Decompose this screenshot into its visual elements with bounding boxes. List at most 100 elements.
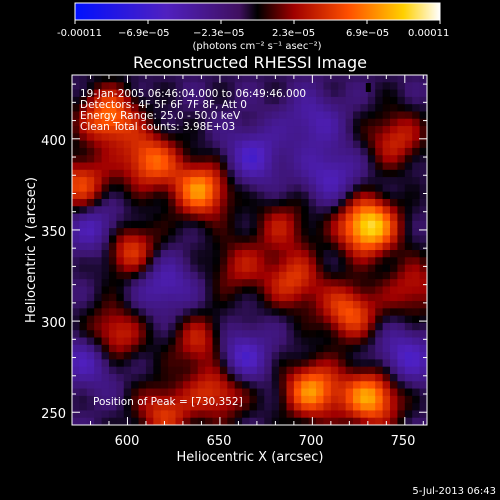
heatmap-cell bbox=[286, 242, 295, 251]
heatmap-cell bbox=[160, 330, 169, 339]
heatmap-cell bbox=[212, 191, 221, 200]
heatmap-cell bbox=[338, 330, 347, 339]
heatmap-cell bbox=[419, 315, 427, 324]
heatmap-cell bbox=[412, 111, 421, 120]
heatmap-cell bbox=[212, 133, 221, 142]
heatmap-cell bbox=[382, 235, 391, 244]
heatmap-cell bbox=[190, 301, 199, 309]
heatmap-cell bbox=[404, 381, 413, 390]
heatmap-cell bbox=[397, 301, 406, 309]
heatmap-cell bbox=[116, 395, 125, 404]
heatmap-cell bbox=[360, 352, 369, 360]
heatmap-cell bbox=[286, 373, 295, 382]
heatmap-cell bbox=[397, 206, 406, 215]
heatmap-cell bbox=[205, 250, 214, 258]
heatmap-cell bbox=[367, 184, 376, 193]
heatmap-cell bbox=[382, 403, 391, 412]
heatmap-cell bbox=[205, 330, 214, 339]
heatmap-cell bbox=[123, 373, 132, 382]
heatmap-cell bbox=[219, 417, 228, 425]
heatmap-cell bbox=[145, 301, 154, 309]
heatmap-cell bbox=[338, 271, 347, 280]
heatmap-cell bbox=[286, 75, 295, 83]
heatmap-cell bbox=[227, 126, 236, 134]
heatmap-cell bbox=[182, 359, 191, 368]
heatmap-cell bbox=[182, 330, 191, 339]
heatmap-cell bbox=[323, 352, 332, 360]
heatmap-cell bbox=[330, 403, 339, 412]
heatmap-cell bbox=[168, 373, 177, 382]
heatmap-cell bbox=[94, 250, 103, 258]
heatmap-cell bbox=[412, 133, 421, 142]
heatmap-cell bbox=[168, 75, 177, 83]
heatmap-cell bbox=[175, 315, 184, 324]
heatmap-cell bbox=[242, 155, 251, 164]
heatmap-cell bbox=[256, 235, 265, 244]
heatmap-cell bbox=[138, 162, 147, 171]
y-axis-title: Heliocentric Y (arcsec) bbox=[24, 177, 39, 323]
heatmap-cell bbox=[205, 155, 214, 164]
heatmap-cell bbox=[205, 169, 214, 178]
heatmap-cell bbox=[419, 184, 427, 193]
heatmap-cell bbox=[397, 82, 406, 91]
heatmap-cell bbox=[345, 352, 354, 360]
heatmap-cell bbox=[190, 366, 199, 375]
heatmap-cell bbox=[293, 75, 302, 83]
heatmap-cell bbox=[301, 395, 310, 404]
heatmap-cell bbox=[397, 242, 406, 251]
heatmap-cell bbox=[234, 264, 243, 273]
heatmap-cell bbox=[279, 213, 288, 222]
heatmap-cell bbox=[308, 366, 317, 375]
heatmap-cell bbox=[227, 381, 236, 390]
heatmap-cell bbox=[197, 169, 206, 178]
heatmap-cell bbox=[182, 111, 191, 120]
heatmap-cell bbox=[264, 373, 273, 382]
heatmap-cell bbox=[160, 366, 169, 375]
heatmap-cell bbox=[242, 147, 251, 156]
heatmap-cell bbox=[227, 133, 236, 142]
heatmap-cell bbox=[279, 337, 288, 346]
heatmap-cell bbox=[101, 308, 110, 317]
heatmap-cell bbox=[345, 228, 354, 237]
heatmap-cell bbox=[108, 147, 117, 156]
heatmap-cell bbox=[249, 373, 258, 382]
heatmap-cell bbox=[249, 308, 258, 317]
heatmap-cell bbox=[79, 279, 88, 288]
heatmap-cell bbox=[271, 373, 280, 382]
heatmap-cell bbox=[367, 352, 376, 360]
heatmap-cell bbox=[116, 147, 125, 156]
heatmap-cell bbox=[308, 177, 317, 185]
heatmap-cell bbox=[86, 257, 95, 266]
heatmap-cell bbox=[301, 213, 310, 222]
heatmap-cell bbox=[101, 315, 110, 324]
heatmap-cell bbox=[123, 242, 132, 251]
heatmap-cell bbox=[345, 155, 354, 164]
heatmap-cell bbox=[286, 126, 295, 134]
heatmap-cell bbox=[412, 330, 421, 339]
heatmap-cell bbox=[108, 198, 117, 207]
heatmap-cell bbox=[131, 366, 140, 375]
heatmap-cell bbox=[316, 417, 325, 425]
heatmap-cell bbox=[131, 330, 140, 339]
colorbar: -0.00011 −6.9e−05 −2.3e−05 2.3e−05 6.9e−… bbox=[57, 2, 449, 52]
heatmap-cell bbox=[330, 162, 339, 171]
heatmap-cell bbox=[175, 344, 184, 353]
heatmap-cell bbox=[293, 162, 302, 171]
heatmap-cell bbox=[271, 308, 280, 317]
heatmap-cell bbox=[86, 89, 95, 98]
heatmap-cell bbox=[212, 337, 221, 346]
footer-timestamp: 5-Jul-2013 06:43 bbox=[412, 486, 496, 497]
heatmap-cell bbox=[256, 257, 265, 266]
heatmap-cell bbox=[330, 169, 339, 178]
heatmap-cell bbox=[131, 322, 140, 331]
heatmap-cell bbox=[345, 96, 354, 105]
heatmap-cell bbox=[419, 118, 427, 127]
heatmap-cell bbox=[160, 381, 169, 390]
heatmap-cell bbox=[234, 118, 243, 127]
heatmap-cell bbox=[286, 410, 295, 419]
heatmap-cell bbox=[308, 89, 317, 98]
heatmap-cell bbox=[286, 344, 295, 353]
heatmap-cell bbox=[256, 228, 265, 237]
heatmap-cell bbox=[123, 155, 132, 164]
heatmap-cell bbox=[271, 96, 280, 105]
